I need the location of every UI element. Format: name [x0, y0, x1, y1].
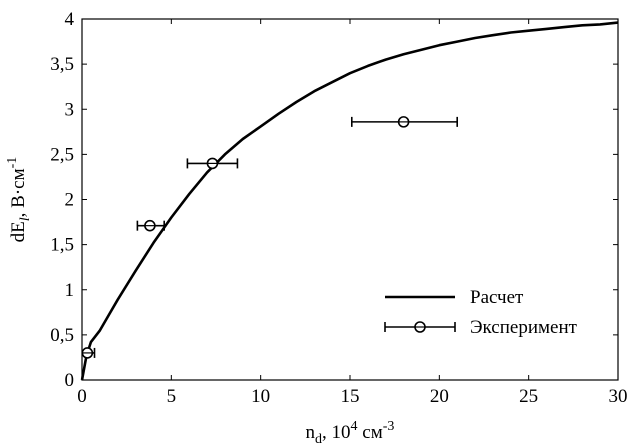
axis-ticks: 0 5 10 15 20 25 30 0 0,5 1 1,5 2 2,5 3 3,5 4: [50, 9, 627, 407]
y-tick-label: 2,5: [50, 144, 74, 165]
series-layer: [80, 21, 619, 381]
series-line-raschet: [80, 21, 619, 381]
x-axis-title: nd, 104 см-3: [306, 419, 395, 445]
x-tick-label: 20: [430, 386, 449, 407]
x-tick-label: 30: [609, 386, 628, 407]
y-tick-label: 1: [65, 280, 75, 301]
y-axis-title: dEl, В·см-1: [5, 157, 33, 243]
y-tick-label: 4: [65, 9, 75, 30]
y-tick-label: 0,5: [50, 325, 74, 346]
y-tick-label: 1,5: [50, 235, 74, 256]
y-tick-label: 0: [65, 370, 75, 391]
x-tick-label: 15: [341, 386, 360, 407]
y-tick-label: 3,5: [50, 54, 74, 75]
y-tick-label: 2: [65, 190, 75, 211]
legend-label-eksperiment: Эксперимент: [470, 317, 578, 338]
axis-titles: nd, 104 см-3 dEl, В·см-1: [5, 157, 394, 445]
x-tick-label: 25: [519, 386, 538, 407]
x-tick-label: 0: [77, 386, 87, 407]
legend-label-raschet: Расчет: [470, 287, 524, 308]
legend: Расчет Эксперимент: [384, 287, 578, 338]
x-tick-label: 10: [251, 386, 270, 407]
x-tick-label: 5: [167, 386, 177, 407]
y-tick-label: 3: [65, 99, 75, 120]
